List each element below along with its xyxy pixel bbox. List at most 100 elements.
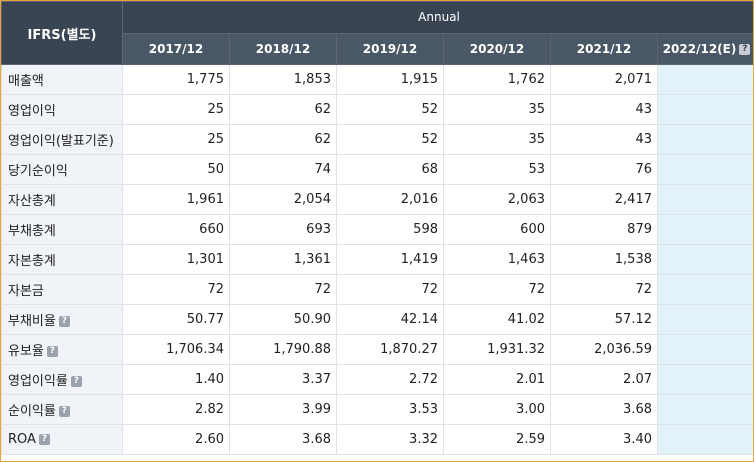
value-cell: 1,361 <box>229 244 337 275</box>
value-cell: 62 <box>229 124 337 155</box>
estimate-cell <box>656 334 753 365</box>
row-label-cell: 부채총계 <box>1 214 123 245</box>
value-cell: 25 <box>122 94 230 125</box>
column-header-3: 2020/12 <box>443 32 551 65</box>
value-cell: 3.37 <box>229 364 337 395</box>
value-cell: 35 <box>443 94 551 125</box>
value-cell: 1,301 <box>122 244 230 275</box>
question-icon[interactable]: ? <box>38 434 50 445</box>
value-cell: 3.53 <box>336 394 444 425</box>
value-cell: 50 <box>122 154 230 185</box>
value-cell: 693 <box>229 214 337 245</box>
value-cell: 72 <box>336 274 444 305</box>
estimate-cell <box>656 394 753 425</box>
value-cell: 2,016 <box>336 184 444 215</box>
column-header-label: 2018/12 <box>255 41 311 56</box>
value-cell: 1,762 <box>443 64 551 95</box>
table-row: 유보율? 1,706.34 1,790.88 1,870.27 1,931.32 2,03… <box>1 334 753 365</box>
column-header-label: 2019/12 <box>362 41 418 56</box>
row-label-cell: 자산총계 <box>1 184 123 215</box>
value-cell: 1,853 <box>229 64 337 95</box>
estimate-cell <box>656 124 753 155</box>
value-cell: 2.01 <box>443 364 551 395</box>
table-row: 영업이익률? 1.40 3.37 2.72 2.01 2.07 <box>1 364 753 395</box>
value-cell: 1,931.32 <box>443 334 551 365</box>
value-cell: 2,036.59 <box>550 334 658 365</box>
question-icon[interactable]: ? <box>58 406 70 417</box>
row-label: 순이익률 <box>8 404 56 419</box>
value-cell: 43 <box>550 94 658 125</box>
column-header-5: 2022/12(E)? <box>656 32 753 65</box>
row-label-cell: 자본금 <box>1 274 123 305</box>
value-cell: 74 <box>229 154 337 185</box>
row-label-cell: 영업이익률? <box>1 364 123 395</box>
table-row: 매출액 1,775 1,853 1,915 1,762 2,071 <box>1 64 753 95</box>
estimate-cell <box>656 424 753 455</box>
question-icon[interactable]: ? <box>46 346 58 357</box>
question-icon[interactable]: ? <box>739 43 751 55</box>
value-cell: 43 <box>550 124 658 155</box>
estimate-cell <box>656 304 753 335</box>
row-label: 매출액 <box>8 74 44 89</box>
value-cell: 1,419 <box>336 244 444 275</box>
table-row: 자산총계 1,961 2,054 2,016 2,063 2,417 <box>1 184 753 215</box>
column-header-0: 2017/12 <box>122 32 230 65</box>
table-row: 자본총계 1,301 1,361 1,419 1,463 1,538 <box>1 244 753 275</box>
value-cell: 50.90 <box>229 304 337 335</box>
estimate-cell <box>656 184 753 215</box>
value-cell: 3.68 <box>550 394 658 425</box>
value-cell: 3.68 <box>229 424 337 455</box>
value-cell: 1.40 <box>122 364 230 395</box>
value-cell: 1,463 <box>443 244 551 275</box>
estimate-cell <box>656 214 753 245</box>
value-cell: 2.72 <box>336 364 444 395</box>
row-label-cell: 영업이익(발표기준) <box>1 124 123 155</box>
column-header-2: 2019/12 <box>336 32 444 65</box>
value-cell: 1,870.27 <box>336 334 444 365</box>
value-cell: 2,071 <box>550 64 658 95</box>
estimate-cell <box>656 154 753 185</box>
column-header-label: 2017/12 <box>148 41 204 56</box>
value-cell: 25 <box>122 124 230 155</box>
row-label: 자본금 <box>8 284 44 299</box>
value-cell: 1,538 <box>550 244 658 275</box>
value-cell: 660 <box>122 214 230 245</box>
value-cell: 76 <box>550 154 658 185</box>
value-cell: 600 <box>443 214 551 245</box>
row-label: 유보율 <box>8 344 44 359</box>
value-cell: 3.32 <box>336 424 444 455</box>
value-cell: 53 <box>443 154 551 185</box>
table-row: 부채비율? 50.77 50.90 42.14 41.02 57.12 <box>1 304 753 335</box>
estimate-cell <box>656 64 753 95</box>
value-cell: 41.02 <box>443 304 551 335</box>
value-cell: 1,790.88 <box>229 334 337 365</box>
value-cell: 2,417 <box>550 184 658 215</box>
row-label: ROA <box>8 432 36 447</box>
value-cell: 42.14 <box>336 304 444 335</box>
value-cell: 72 <box>550 274 658 305</box>
row-label: 부채비율 <box>8 314 56 329</box>
question-icon[interactable]: ? <box>70 376 82 387</box>
estimate-cell <box>656 274 753 305</box>
value-cell: 2.82 <box>122 394 230 425</box>
column-header-1: 2018/12 <box>229 32 337 65</box>
value-cell: 50.77 <box>122 304 230 335</box>
row-label: 영업이익 <box>8 104 56 119</box>
value-cell: 3.99 <box>229 394 337 425</box>
period-header[interactable]: Annual <box>121 1 753 34</box>
value-cell: 879 <box>550 214 658 245</box>
question-icon[interactable]: ? <box>58 316 70 327</box>
row-label: 자산총계 <box>8 194 56 209</box>
estimate-cell <box>656 364 753 395</box>
row-label-cell: 매출액 <box>1 64 123 95</box>
row-label: 당기순이익 <box>8 164 68 179</box>
value-cell: 72 <box>443 274 551 305</box>
table-row: 자본금 72 72 72 72 72 <box>1 274 753 305</box>
estimate-cell <box>656 94 753 125</box>
column-header-label: 2020/12 <box>469 41 525 56</box>
column-header-label: 2021/12 <box>576 41 632 56</box>
table-body: 매출액 1,775 1,853 1,915 1,762 2,071 영업이익 25 62 52 35… <box>1 64 753 455</box>
column-header-4: 2021/12 <box>550 32 658 65</box>
value-cell: 35 <box>443 124 551 155</box>
